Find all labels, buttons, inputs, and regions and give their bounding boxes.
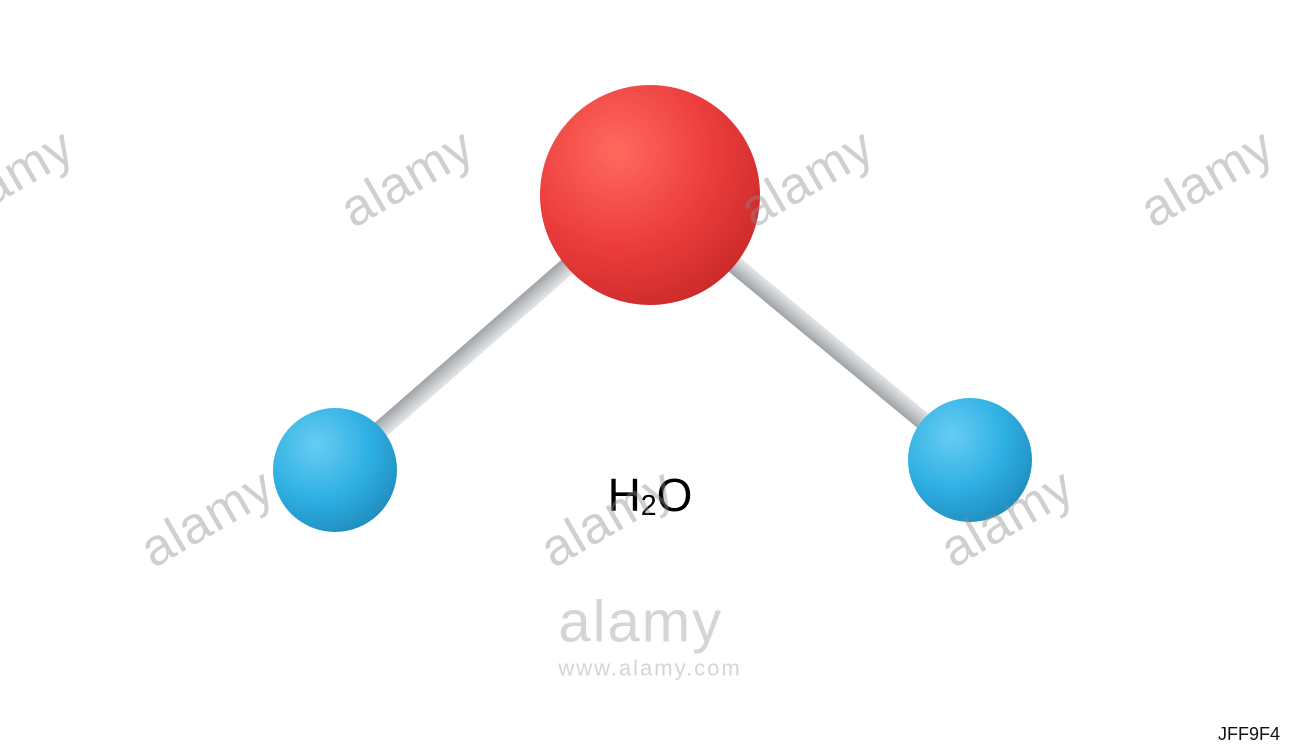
watermark-diag: alamy bbox=[130, 456, 284, 580]
watermark-diag: alamy bbox=[0, 116, 84, 240]
oxygen-atom bbox=[540, 85, 760, 305]
watermark-brand: alamy www.alamy.com bbox=[558, 589, 741, 682]
formula-label: H2O bbox=[608, 468, 693, 522]
watermark-diag: alamy bbox=[330, 116, 484, 240]
hydrogen-atom-left bbox=[273, 408, 397, 532]
formula-h: H bbox=[608, 469, 641, 521]
hydrogen-atom-right bbox=[908, 398, 1032, 522]
watermark-brand-name: alamy bbox=[558, 589, 741, 656]
formula-subscript: 2 bbox=[641, 490, 657, 522]
watermark-diag: alamy bbox=[1130, 116, 1284, 240]
image-code: JFF9F4 bbox=[1218, 724, 1280, 745]
diagram-stage: H2O alamyalamyalamyalamyalamyalamyalamya… bbox=[0, 0, 1300, 754]
watermark-brand-url: www.alamy.com bbox=[558, 656, 741, 682]
formula-o: O bbox=[657, 469, 693, 521]
